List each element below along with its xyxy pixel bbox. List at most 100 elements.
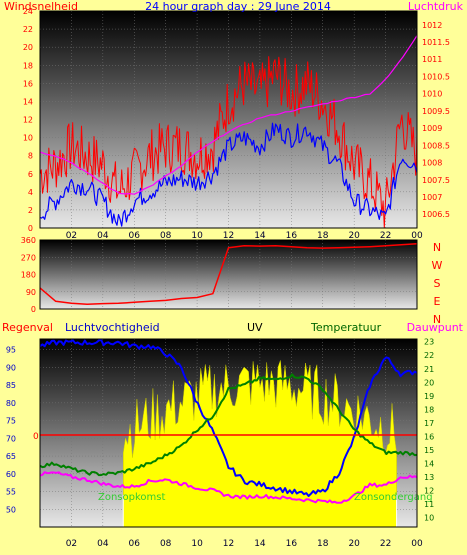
tick-label: 1010 xyxy=(422,90,442,99)
temperature-label: Temperatuur xyxy=(310,321,382,334)
series-line xyxy=(39,56,418,229)
sunrise-label: Zonsopkomst xyxy=(98,492,165,503)
dewpoint-label: Dauwpunt xyxy=(407,321,464,334)
tick-label: 02 xyxy=(66,539,77,549)
tick-label: 22 xyxy=(380,231,391,241)
tick-label: 1008.5 xyxy=(422,141,450,150)
tick-label: 11 xyxy=(424,500,434,509)
tick-label: 15 xyxy=(424,446,434,455)
tick-label: 06 xyxy=(129,539,141,549)
tick-label: 13 xyxy=(424,473,434,482)
tick-label: 4 xyxy=(28,188,33,197)
tick-label: 04 xyxy=(97,231,109,241)
tick-label: 70 xyxy=(6,434,16,443)
tick-label: 17 xyxy=(424,419,434,428)
temperature-tick-labels: 10 11 12 13 14 15 16 17 18 19 20 21 22 23 xyxy=(424,338,434,523)
tick-label: 23 xyxy=(424,338,434,347)
tick-label: 00 xyxy=(411,231,423,241)
tick-label: 16 xyxy=(23,79,33,88)
tick-label: 22 xyxy=(23,25,33,34)
tick-label: 20 xyxy=(348,231,360,241)
compass-letter: S xyxy=(434,277,441,290)
humidity-tick-labels: 50 55 60 65 70 75 80 85 90 95 xyxy=(6,346,16,515)
tick-label: 0 xyxy=(31,305,36,314)
tick-label: 75 xyxy=(6,417,16,426)
tick-label: 14 xyxy=(424,459,434,468)
series-line xyxy=(39,339,418,497)
tick-label: 08 xyxy=(160,231,172,241)
tick-label: 10 xyxy=(191,539,203,549)
tick-label: 0 xyxy=(28,224,33,233)
tick-label: 1011 xyxy=(422,55,442,64)
humidity-temp-series xyxy=(39,339,418,504)
tick-label: 1008 xyxy=(422,159,442,168)
wind-direction-plot xyxy=(40,240,417,309)
tick-label: 12 xyxy=(223,539,234,549)
tick-label: 2 xyxy=(28,206,33,215)
tick-label: 10 xyxy=(191,231,203,241)
tick-label: 12 xyxy=(424,486,434,495)
tick-label: 270 xyxy=(21,253,36,262)
tick-label: 24 xyxy=(23,7,33,16)
compass-letter: N xyxy=(433,241,441,254)
tick-label: 1007 xyxy=(422,193,442,202)
tick-label: 20 xyxy=(424,378,434,387)
tick-label: 1009.5 xyxy=(422,107,450,116)
tick-label: 04 xyxy=(97,539,109,549)
tick-label: 1012 xyxy=(422,21,442,30)
hour-tick-labels-bottom: 02 04 06 08 10 12 14 16 18 20 22 00 xyxy=(66,539,423,549)
hour-tick-labels: 02 04 06 08 10 12 14 16 18 20 22 00 xyxy=(66,231,423,241)
wind-pressure-series xyxy=(39,35,418,229)
pressure-tick-labels: 1006.5 1007 1007.5 1008 1008.5 1009 1009.5 1010… xyxy=(422,21,450,219)
tick-label: 14 xyxy=(23,97,33,106)
tick-label: 10 xyxy=(23,134,33,143)
tick-label: 180 xyxy=(21,271,36,280)
tick-label: 90 xyxy=(26,288,36,297)
tick-label: 55 xyxy=(6,488,16,497)
wind-speed-axis-label: Windsnelheid xyxy=(4,0,78,13)
tick-label: 12 xyxy=(223,231,234,241)
rain-label: Regenval xyxy=(2,321,53,334)
tick-label: 50 xyxy=(6,505,16,514)
tick-label: 6 xyxy=(28,170,33,179)
tick-label: 00 xyxy=(411,539,423,549)
series-line xyxy=(39,243,418,305)
tick-label: 360 xyxy=(21,236,36,245)
tick-label: 65 xyxy=(6,452,16,461)
tick-label: 1006.5 xyxy=(422,210,450,219)
series-line xyxy=(39,373,418,477)
tick-label: 19 xyxy=(424,392,434,401)
tick-label: 22 xyxy=(380,539,391,549)
tick-label: 20 xyxy=(348,539,360,549)
tick-label: 60 xyxy=(6,470,16,479)
tick-label: 95 xyxy=(6,346,16,355)
wind-direction-series xyxy=(39,243,418,305)
series-line xyxy=(39,35,418,195)
tick-label: 10 xyxy=(424,514,434,523)
wind-direction-tick-labels: 0 90 180 270 360 xyxy=(21,236,36,314)
tick-label: 1011.5 xyxy=(422,38,450,47)
compass-letter: E xyxy=(434,295,441,308)
tick-label: 18 xyxy=(317,539,329,549)
series-line xyxy=(39,122,418,227)
tick-label: 80 xyxy=(6,399,16,408)
chart-title: 24 hour graph day : 29 June 2014 xyxy=(145,0,331,13)
tick-label: 21 xyxy=(424,365,434,374)
pressure-axis-label: Luchtdruk xyxy=(408,0,464,13)
compass-letter: W xyxy=(432,259,443,272)
tick-label: 1007.5 xyxy=(422,176,450,185)
tick-label: 18 xyxy=(23,61,33,70)
tick-label: 16 xyxy=(286,539,298,549)
tick-label: 1009 xyxy=(422,124,442,133)
sunset-label: Zonsondergang xyxy=(354,492,433,503)
tick-label: 16 xyxy=(286,231,298,241)
tick-label: 85 xyxy=(6,381,16,390)
tick-label: 14 xyxy=(254,539,266,549)
tick-label: 16 xyxy=(424,432,434,441)
series-line xyxy=(39,471,418,504)
tick-label: 06 xyxy=(129,231,141,241)
tick-label: 18 xyxy=(424,405,434,414)
tick-label: 08 xyxy=(160,539,172,549)
